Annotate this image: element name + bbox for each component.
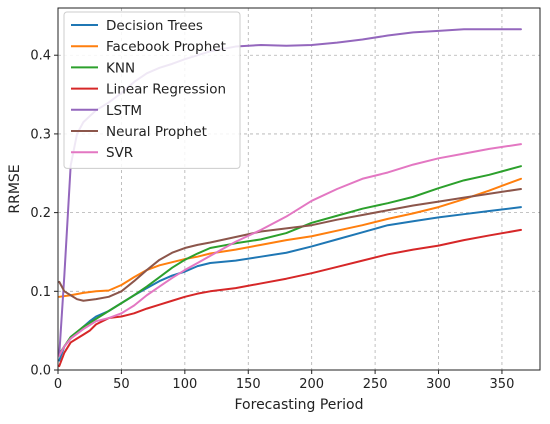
- x-tick-label: 300: [426, 377, 451, 392]
- legend-label-facebook-prophet: Facebook Prophet: [106, 39, 226, 55]
- y-tick-label: 0.2: [30, 206, 51, 221]
- x-tick-label: 350: [490, 377, 515, 392]
- x-axis-label: Forecasting Period: [235, 397, 364, 413]
- x-tick-label: 50: [113, 377, 130, 392]
- series-line-neural-prophet: [58, 188, 522, 302]
- y-tick-label: 0.0: [30, 364, 51, 379]
- y-axis-label: RRMSE: [7, 164, 23, 213]
- series-line-svr: [58, 143, 522, 357]
- legend-box: [63, 11, 241, 169]
- y-tick-label: 0.4: [30, 49, 51, 64]
- axis-ticks: 0 50 100 150 200 250 300 350 0.0 0.1 0.2 0.3 0.4: [30, 49, 514, 392]
- series-lines: [58, 28, 522, 368]
- legend: Decision Trees Facebook Prophet KNN Linear …: [63, 11, 241, 169]
- x-tick-label: 250: [363, 377, 388, 392]
- legend-label-knn: KNN: [106, 60, 135, 76]
- series-line-linear-regression: [58, 228, 522, 368]
- x-tick-label: 100: [172, 377, 197, 392]
- plot-frame: [57, 7, 541, 371]
- series-line-decision-trees: [58, 206, 522, 362]
- x-tick-label: 0: [54, 377, 62, 392]
- legend-label-decision-trees: Decision Trees: [106, 18, 203, 34]
- series-line-knn: [58, 165, 522, 356]
- legend-label-neural-prophet: Neural Prophet: [106, 124, 207, 140]
- y-tick-label: 0.3: [30, 127, 51, 142]
- x-tick-label: 200: [299, 377, 324, 392]
- legend-label-lstm: LSTM: [106, 103, 142, 119]
- y-tick-label: 0.1: [30, 285, 51, 300]
- legend-label-linear-regression: Linear Regression: [106, 82, 226, 98]
- x-tick-label: 150: [236, 377, 261, 392]
- legend-label-svr: SVR: [106, 145, 133, 161]
- series-line-facebook-prophet: [58, 177, 522, 298]
